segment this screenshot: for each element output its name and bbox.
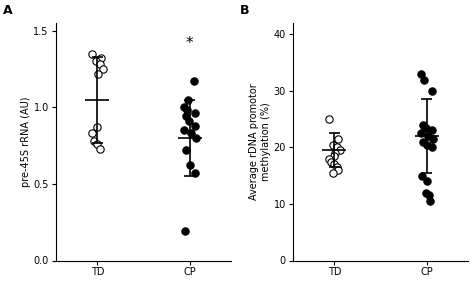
Point <box>428 89 436 93</box>
Point <box>191 111 199 116</box>
Point <box>191 123 199 128</box>
Point <box>182 148 190 153</box>
Point <box>419 140 427 144</box>
Point <box>419 123 427 127</box>
Point <box>337 148 344 153</box>
Point <box>94 71 101 76</box>
Point <box>181 105 188 110</box>
Point <box>429 137 437 141</box>
Point <box>183 108 191 113</box>
Point <box>191 171 199 175</box>
Point <box>329 171 337 175</box>
Point <box>417 131 424 136</box>
Point <box>422 125 430 130</box>
Point <box>93 59 100 64</box>
Point <box>185 119 193 123</box>
Text: A: A <box>3 4 12 17</box>
Point <box>181 229 189 234</box>
Point <box>428 145 436 150</box>
Point <box>100 67 107 71</box>
Point <box>187 163 194 168</box>
Point <box>88 52 96 56</box>
Point <box>182 114 190 119</box>
Point <box>331 151 338 155</box>
Y-axis label: pre-45S rRNA (AU): pre-45S rRNA (AU) <box>20 97 30 187</box>
Point <box>418 173 426 178</box>
Point <box>93 125 101 129</box>
Point <box>96 62 104 67</box>
Point <box>424 134 432 138</box>
Point <box>335 168 342 172</box>
Point <box>328 159 335 164</box>
Point <box>190 79 198 83</box>
Point <box>418 72 425 76</box>
Point <box>425 193 433 198</box>
Point <box>330 162 338 167</box>
Point <box>333 145 341 150</box>
Point <box>97 56 105 61</box>
Point <box>325 117 333 121</box>
Point <box>334 137 342 141</box>
Point <box>420 77 428 82</box>
Point <box>91 139 98 143</box>
Point <box>423 190 430 195</box>
Point <box>423 179 431 184</box>
Point <box>184 97 192 102</box>
Point <box>192 136 200 140</box>
Point <box>428 128 436 133</box>
Point <box>330 142 337 147</box>
Point <box>330 154 338 158</box>
Point <box>424 142 431 147</box>
Text: B: B <box>240 4 249 17</box>
Point <box>93 142 101 146</box>
Y-axis label: Average rDNA promotor
methylation (%): Average rDNA promotor methylation (%) <box>249 83 271 200</box>
Point <box>333 165 340 170</box>
Point <box>96 146 103 151</box>
Point <box>180 128 187 132</box>
Text: *: * <box>186 36 193 51</box>
Point <box>426 199 434 203</box>
Point <box>325 156 333 161</box>
Point <box>88 131 96 136</box>
Point <box>187 131 195 136</box>
